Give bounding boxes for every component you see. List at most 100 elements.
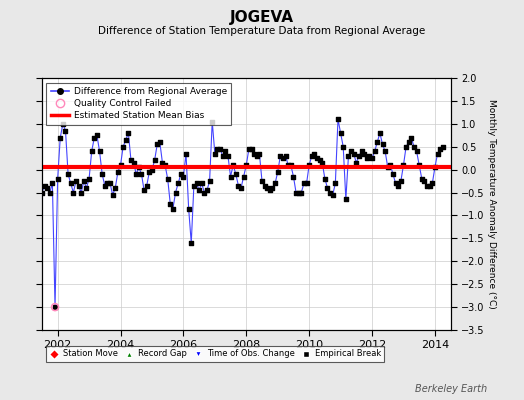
Point bbox=[64, 171, 72, 178]
Point bbox=[187, 240, 195, 246]
Point bbox=[423, 182, 431, 189]
Point bbox=[137, 171, 146, 178]
Point bbox=[56, 134, 64, 141]
Point bbox=[415, 162, 423, 168]
Point bbox=[425, 182, 434, 189]
Point bbox=[67, 180, 75, 186]
Point bbox=[224, 153, 232, 159]
Point bbox=[315, 157, 324, 164]
Point bbox=[124, 130, 133, 136]
Point bbox=[326, 189, 334, 196]
Point bbox=[177, 171, 185, 178]
Point bbox=[232, 171, 240, 178]
Point bbox=[95, 148, 104, 154]
Legend: Station Move, Record Gap, Time of Obs. Change, Empirical Break: Station Move, Record Gap, Time of Obs. C… bbox=[46, 346, 384, 362]
Point bbox=[397, 178, 405, 184]
Point bbox=[347, 148, 355, 154]
Point bbox=[234, 182, 243, 189]
Point bbox=[391, 180, 400, 186]
Point bbox=[323, 185, 332, 191]
Point bbox=[135, 164, 143, 170]
Point bbox=[266, 187, 274, 194]
Point bbox=[431, 164, 439, 170]
Point bbox=[394, 182, 402, 189]
Point bbox=[245, 146, 253, 152]
Point bbox=[143, 182, 151, 189]
Point bbox=[344, 153, 353, 159]
Point bbox=[192, 180, 201, 186]
Point bbox=[268, 185, 277, 191]
Point bbox=[294, 189, 303, 196]
Point bbox=[357, 148, 366, 154]
Point bbox=[376, 130, 384, 136]
Point bbox=[336, 130, 345, 136]
Point bbox=[420, 178, 429, 184]
Point bbox=[93, 132, 101, 138]
Point bbox=[247, 146, 256, 152]
Point bbox=[171, 189, 180, 196]
Point bbox=[82, 185, 91, 191]
Point bbox=[51, 304, 59, 310]
Point bbox=[342, 196, 350, 203]
Point bbox=[276, 153, 285, 159]
Point bbox=[250, 150, 258, 157]
Point bbox=[129, 160, 138, 166]
Point bbox=[239, 173, 248, 180]
Point bbox=[198, 180, 206, 186]
Point bbox=[74, 182, 83, 189]
Text: Difference of Station Temperature Data from Regional Average: Difference of Station Temperature Data f… bbox=[99, 26, 425, 36]
Point bbox=[90, 134, 99, 141]
Point bbox=[271, 180, 279, 186]
Point bbox=[274, 169, 282, 175]
Point bbox=[363, 155, 371, 161]
Point bbox=[287, 162, 295, 168]
Point bbox=[158, 160, 167, 166]
Point bbox=[174, 180, 182, 186]
Point bbox=[106, 180, 114, 186]
Point bbox=[61, 128, 70, 134]
Point bbox=[119, 144, 127, 150]
Point bbox=[258, 178, 266, 184]
Point bbox=[253, 153, 261, 159]
Point bbox=[203, 187, 211, 194]
Point bbox=[127, 157, 135, 164]
Point bbox=[38, 189, 46, 196]
Point bbox=[221, 148, 230, 154]
Point bbox=[111, 185, 119, 191]
Point bbox=[53, 176, 62, 182]
Point bbox=[80, 178, 88, 184]
Point bbox=[310, 150, 319, 157]
Point bbox=[166, 201, 174, 207]
Point bbox=[43, 185, 51, 191]
Point bbox=[339, 144, 347, 150]
Point bbox=[211, 150, 219, 157]
Point bbox=[308, 153, 316, 159]
Point bbox=[284, 162, 292, 168]
Point bbox=[373, 139, 381, 145]
Point bbox=[148, 166, 156, 173]
Point bbox=[69, 189, 78, 196]
Point bbox=[182, 150, 190, 157]
Point bbox=[360, 150, 368, 157]
Point bbox=[321, 176, 329, 182]
Point bbox=[226, 173, 235, 180]
Point bbox=[101, 182, 109, 189]
Point bbox=[22, 173, 30, 180]
Point bbox=[433, 150, 442, 157]
Point bbox=[145, 169, 154, 175]
Point bbox=[229, 162, 237, 168]
Point bbox=[156, 139, 164, 145]
Point bbox=[116, 162, 125, 168]
Point bbox=[263, 185, 271, 191]
Point bbox=[72, 178, 80, 184]
Point bbox=[329, 192, 337, 198]
Point bbox=[219, 153, 227, 159]
Point bbox=[368, 155, 376, 161]
Point bbox=[389, 171, 397, 178]
Point bbox=[410, 144, 418, 150]
Point bbox=[300, 180, 308, 186]
Point bbox=[200, 189, 209, 196]
Point bbox=[179, 173, 188, 180]
Point bbox=[313, 155, 321, 161]
Point bbox=[384, 164, 392, 170]
